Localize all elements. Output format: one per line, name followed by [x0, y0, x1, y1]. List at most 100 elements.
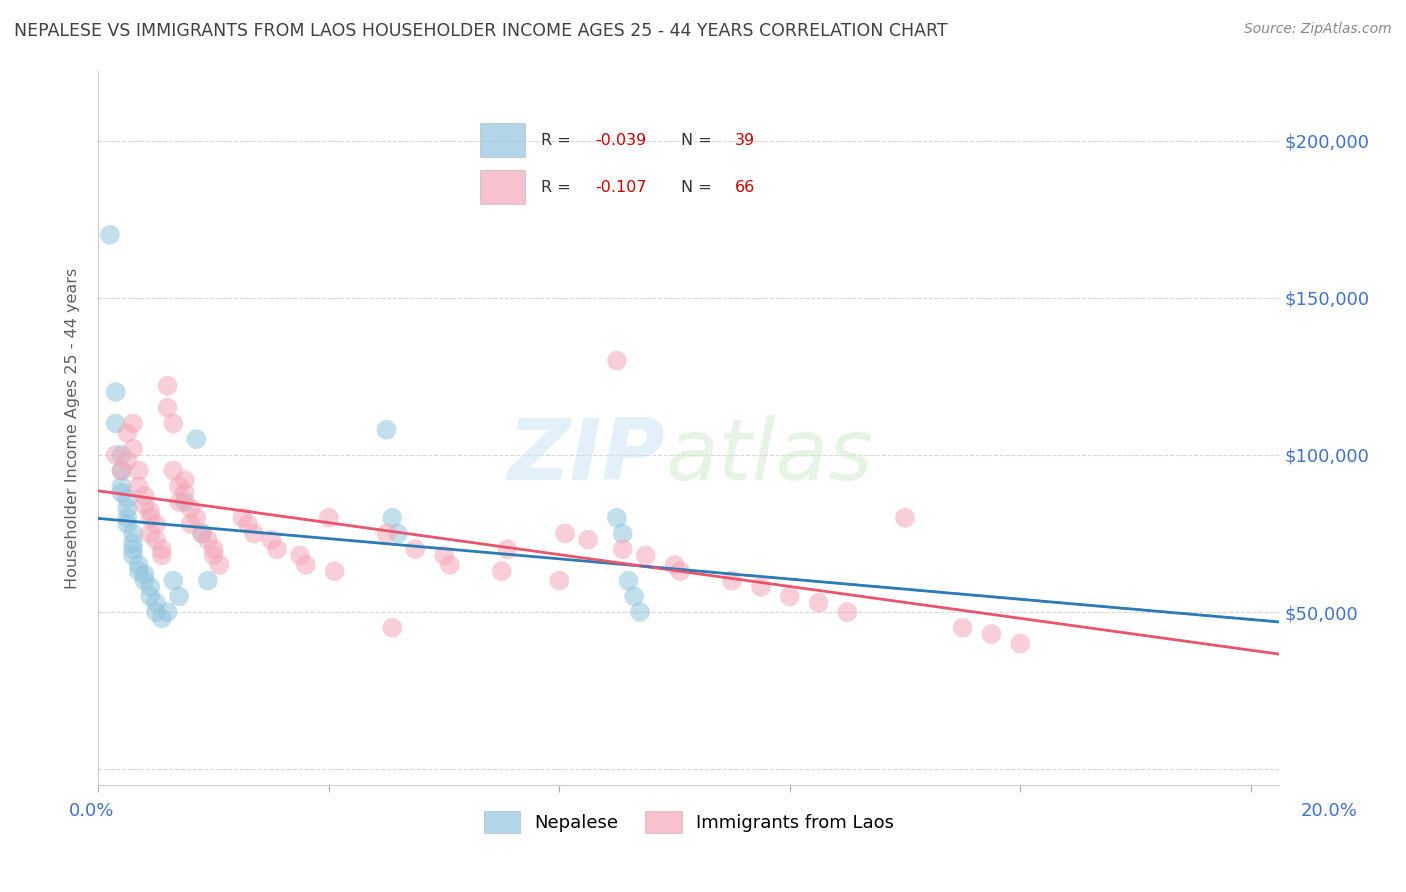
- Point: [837, 605, 859, 619]
- Point: [375, 423, 398, 437]
- Point: [115, 454, 138, 468]
- Point: [491, 564, 513, 578]
- Point: [288, 549, 311, 563]
- Point: [554, 526, 576, 541]
- Text: Source: ZipAtlas.com: Source: ZipAtlas.com: [1244, 22, 1392, 37]
- Point: [139, 580, 162, 594]
- Text: atlas: atlas: [665, 415, 873, 499]
- Point: [606, 510, 628, 524]
- Point: [104, 448, 127, 462]
- Point: [191, 526, 214, 541]
- Point: [150, 611, 173, 625]
- Point: [110, 479, 132, 493]
- Point: [134, 574, 156, 588]
- Point: [197, 533, 219, 547]
- Point: [139, 590, 162, 604]
- Text: NEPALESE VS IMMIGRANTS FROM LAOS HOUSEHOLDER INCOME AGES 25 - 44 YEARS CORRELATI: NEPALESE VS IMMIGRANTS FROM LAOS HOUSEHO…: [14, 22, 948, 40]
- Point: [980, 627, 1002, 641]
- Point: [122, 549, 145, 563]
- Point: [439, 558, 461, 572]
- Point: [139, 510, 162, 524]
- Point: [208, 558, 231, 572]
- Point: [145, 596, 167, 610]
- Point: [623, 590, 645, 604]
- Point: [115, 516, 138, 531]
- Point: [115, 501, 138, 516]
- Point: [167, 479, 190, 493]
- Point: [162, 574, 184, 588]
- Point: [150, 549, 173, 563]
- Point: [721, 574, 744, 588]
- Point: [110, 485, 132, 500]
- Point: [375, 526, 398, 541]
- Point: [122, 442, 145, 456]
- Point: [134, 489, 156, 503]
- Point: [156, 378, 179, 392]
- Point: [115, 491, 138, 506]
- Point: [98, 227, 121, 242]
- Point: [202, 542, 225, 557]
- Point: [145, 533, 167, 547]
- Point: [115, 425, 138, 440]
- Point: [122, 536, 145, 550]
- Point: [669, 564, 692, 578]
- Point: [186, 510, 208, 524]
- Point: [606, 353, 628, 368]
- Point: [612, 526, 634, 541]
- Point: [496, 542, 519, 557]
- Point: [173, 473, 195, 487]
- Point: [318, 510, 340, 524]
- Point: [191, 526, 214, 541]
- Text: 20.0%: 20.0%: [1301, 802, 1357, 820]
- Point: [231, 510, 253, 524]
- Point: [139, 526, 162, 541]
- Point: [156, 401, 179, 415]
- Point: [122, 417, 145, 431]
- Point: [128, 564, 150, 578]
- Point: [664, 558, 686, 572]
- Point: [110, 464, 132, 478]
- Point: [139, 504, 162, 518]
- Point: [110, 464, 132, 478]
- Point: [807, 596, 830, 610]
- Point: [122, 526, 145, 541]
- Point: [180, 516, 202, 531]
- Legend: Nepalese, Immigrants from Laos: Nepalese, Immigrants from Laos: [477, 804, 901, 840]
- Point: [323, 564, 346, 578]
- Point: [238, 516, 260, 531]
- Text: ZIP: ZIP: [508, 415, 665, 499]
- Point: [115, 510, 138, 524]
- Point: [433, 549, 456, 563]
- Point: [180, 501, 202, 516]
- Point: [952, 621, 974, 635]
- Point: [173, 485, 195, 500]
- Point: [104, 384, 127, 399]
- Point: [548, 574, 571, 588]
- Point: [260, 533, 283, 547]
- Point: [167, 590, 190, 604]
- Point: [894, 510, 917, 524]
- Point: [243, 526, 266, 541]
- Point: [634, 549, 657, 563]
- Point: [779, 590, 801, 604]
- Text: 0.0%: 0.0%: [69, 802, 114, 820]
- Point: [162, 417, 184, 431]
- Point: [197, 574, 219, 588]
- Point: [628, 605, 651, 619]
- Point: [110, 448, 132, 462]
- Point: [156, 605, 179, 619]
- Point: [381, 621, 404, 635]
- Point: [104, 417, 127, 431]
- Point: [266, 542, 288, 557]
- Y-axis label: Householder Income Ages 25 - 44 years: Householder Income Ages 25 - 44 years: [65, 268, 80, 589]
- Point: [167, 495, 190, 509]
- Point: [173, 495, 195, 509]
- Point: [381, 510, 404, 524]
- Point: [749, 580, 772, 594]
- Point: [295, 558, 318, 572]
- Point: [1010, 636, 1032, 650]
- Point: [404, 542, 426, 557]
- Point: [162, 464, 184, 478]
- Point: [387, 526, 409, 541]
- Point: [612, 542, 634, 557]
